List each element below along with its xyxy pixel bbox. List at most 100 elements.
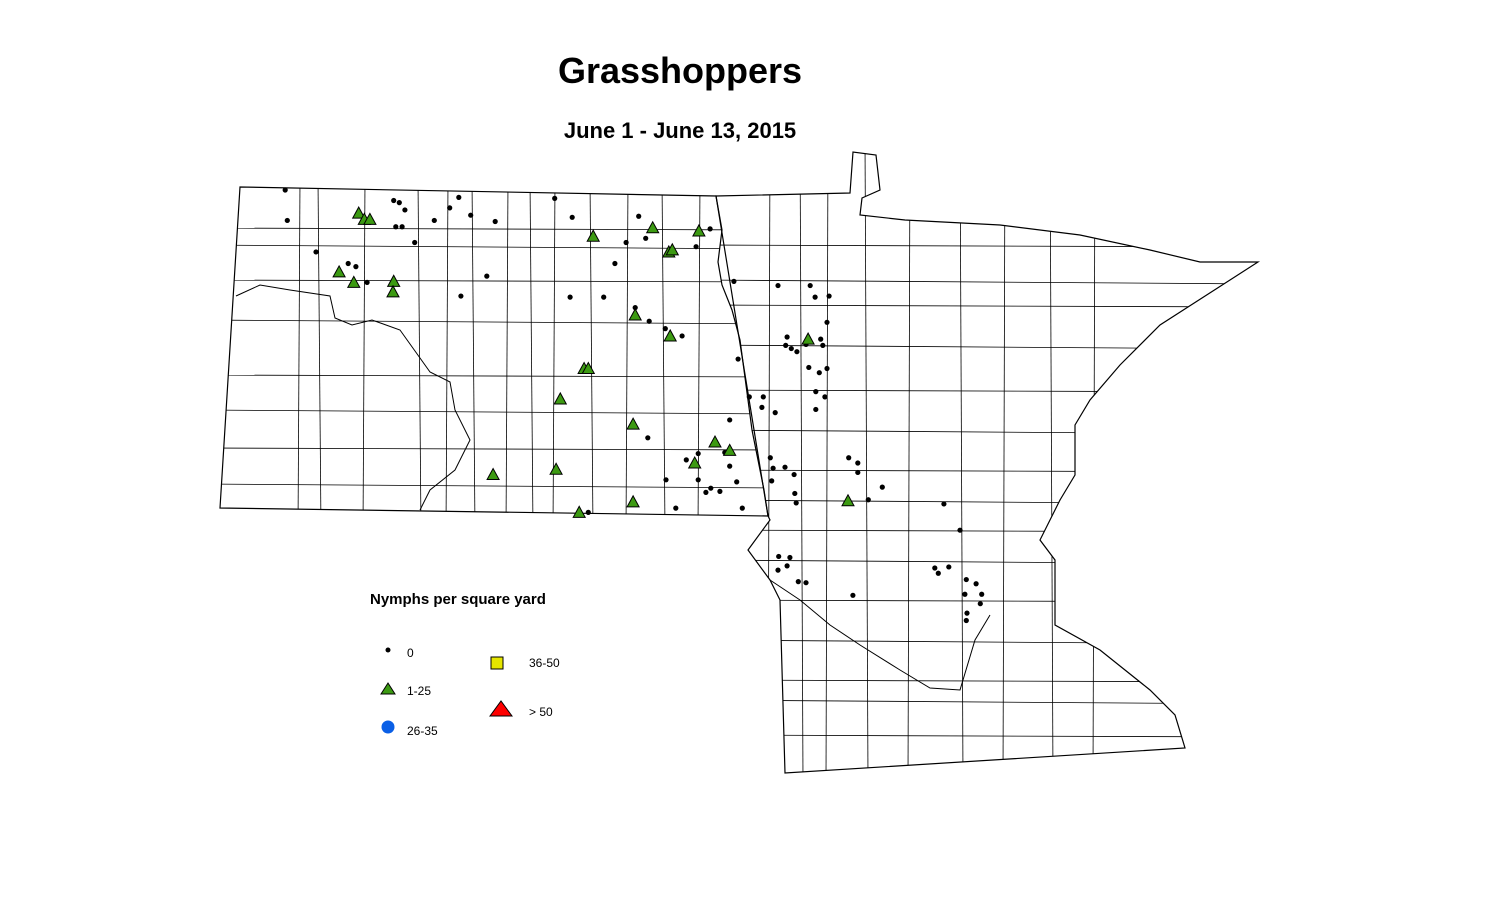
observation-zero bbox=[484, 273, 490, 279]
observation-zero bbox=[717, 488, 723, 494]
county-line bbox=[716, 469, 1258, 473]
observation-zero bbox=[662, 326, 668, 332]
observation-zero bbox=[623, 239, 629, 246]
observation-zero bbox=[973, 581, 979, 587]
observation-zero bbox=[793, 500, 799, 506]
county-line bbox=[362, 187, 366, 516]
observation-zero bbox=[345, 260, 351, 267]
observation-zero bbox=[795, 579, 801, 585]
county-line bbox=[220, 227, 768, 231]
observation-zero bbox=[734, 479, 740, 485]
observation-1-25 bbox=[586, 229, 601, 242]
observation-1-25 bbox=[572, 505, 587, 518]
observation-zero bbox=[284, 217, 290, 224]
legend-title: Nymphs per square yard bbox=[370, 591, 546, 608]
observation-zero bbox=[746, 394, 752, 400]
observation-zero bbox=[353, 264, 359, 270]
map-title: Grasshoppers bbox=[557, 50, 803, 91]
observation-zero bbox=[850, 592, 856, 598]
observation-zero bbox=[957, 527, 963, 533]
observation-zero bbox=[282, 187, 288, 193]
observation-zero bbox=[693, 244, 699, 250]
observation-zero bbox=[846, 455, 852, 461]
county-line bbox=[716, 304, 1258, 308]
observation-zero bbox=[865, 497, 871, 503]
observation-zero bbox=[807, 282, 813, 289]
observation-1-25 bbox=[626, 494, 640, 508]
observation-zero bbox=[767, 455, 773, 461]
observation-zero bbox=[818, 336, 824, 342]
observation-zero bbox=[703, 489, 709, 495]
observation-zero bbox=[803, 580, 809, 586]
county-line bbox=[716, 279, 1258, 285]
observation-zero bbox=[820, 342, 826, 348]
county-line bbox=[552, 187, 556, 516]
observation-zero bbox=[963, 576, 969, 583]
observation-zero bbox=[813, 389, 819, 395]
observation-1-25 bbox=[581, 361, 596, 374]
observation-zero bbox=[727, 463, 733, 469]
minnesota-counties bbox=[716, 152, 1258, 773]
county-line bbox=[297, 187, 301, 516]
observation-zero bbox=[727, 417, 733, 423]
observation-zero bbox=[695, 477, 701, 483]
observation-zero bbox=[932, 565, 938, 571]
observation-zero bbox=[963, 617, 969, 624]
county-line bbox=[661, 187, 666, 516]
observation-zero bbox=[612, 260, 618, 267]
observation-zero bbox=[759, 404, 765, 410]
observation-zero bbox=[739, 505, 745, 511]
observation-1-25 bbox=[363, 212, 377, 225]
county-line bbox=[716, 244, 1258, 248]
legend-label-1-25: 1-25 bbox=[407, 684, 432, 698]
county-line bbox=[825, 152, 829, 773]
observation-zero bbox=[964, 610, 970, 616]
observation-1-25 bbox=[332, 264, 346, 278]
observation-zero bbox=[364, 279, 370, 285]
legend-red-triangle-icon bbox=[489, 700, 513, 717]
observation-zero bbox=[643, 235, 649, 241]
map-subtitle: June 1 - June 13, 2015 bbox=[563, 118, 797, 143]
county-line bbox=[1049, 152, 1054, 773]
observation-zero bbox=[663, 477, 669, 483]
observation-zero bbox=[782, 464, 788, 470]
county-line bbox=[716, 429, 1258, 435]
observation-zero bbox=[646, 318, 652, 324]
observation-zero bbox=[783, 342, 789, 348]
observation-zero bbox=[431, 217, 437, 224]
observation-zero bbox=[824, 365, 830, 372]
observation-1-25 bbox=[628, 307, 643, 321]
observation-points bbox=[282, 187, 985, 624]
observation-zero bbox=[855, 460, 861, 466]
observation-zero bbox=[492, 218, 498, 225]
observation-1-25 bbox=[692, 223, 706, 237]
county-line bbox=[445, 187, 449, 516]
observation-zero bbox=[822, 394, 828, 400]
observation-zero bbox=[941, 501, 947, 507]
observation-1-25 bbox=[663, 328, 678, 342]
observation-zero bbox=[776, 553, 782, 560]
county-line bbox=[799, 152, 804, 773]
county-line bbox=[220, 447, 768, 451]
observation-zero bbox=[824, 319, 830, 325]
observation-1-25 bbox=[626, 417, 640, 430]
observation-zero bbox=[447, 205, 453, 211]
observation-zero bbox=[806, 364, 812, 371]
observation-zero bbox=[775, 567, 781, 573]
observation-zero bbox=[393, 224, 399, 230]
observation-zero bbox=[769, 478, 775, 484]
observation-zero bbox=[391, 197, 397, 204]
county-line bbox=[505, 187, 509, 516]
north-dakota-outline bbox=[219, 186, 769, 517]
county-line bbox=[716, 734, 1258, 738]
north-dakota-counties bbox=[220, 187, 768, 516]
county-line bbox=[471, 187, 476, 516]
observation-1-25 bbox=[346, 275, 361, 288]
observation-zero bbox=[412, 239, 418, 246]
minnesota-outline bbox=[715, 151, 1261, 774]
observation-zero bbox=[601, 294, 607, 300]
observation-zero bbox=[569, 214, 575, 220]
county-line bbox=[625, 187, 629, 516]
observation-zero bbox=[946, 564, 952, 570]
